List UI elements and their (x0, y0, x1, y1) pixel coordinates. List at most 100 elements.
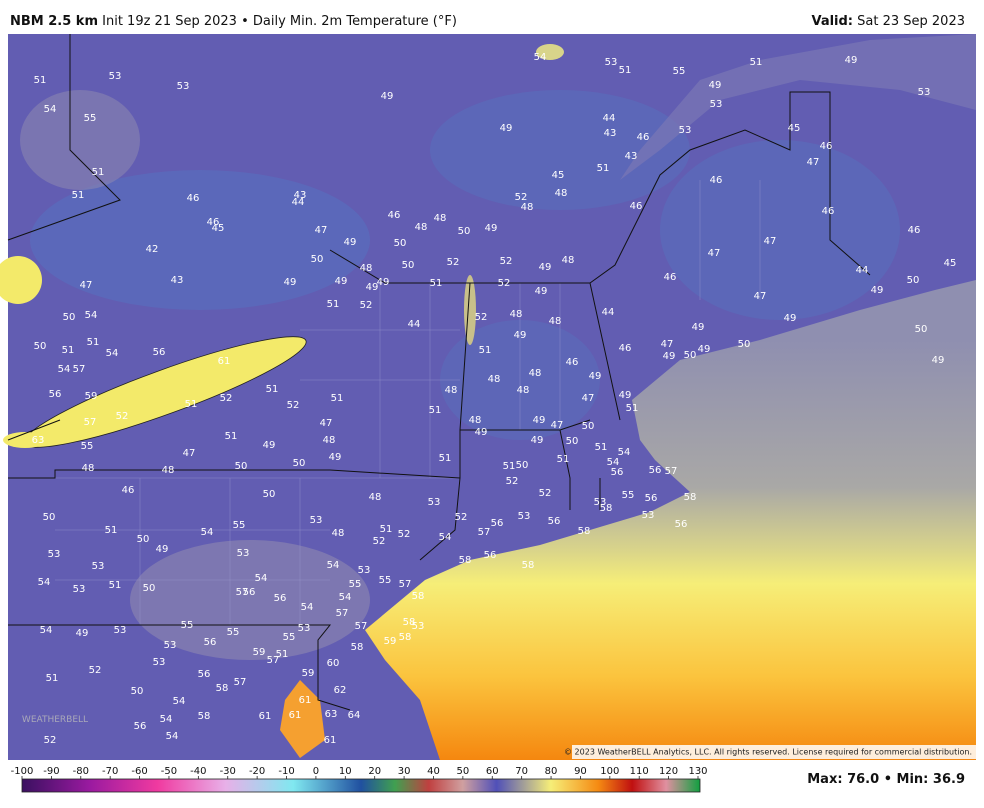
station-value: 51 (92, 167, 105, 178)
station-value: 54 (255, 573, 268, 584)
station-value: 51 (626, 403, 639, 414)
station-value: 53 (918, 87, 931, 98)
station-value: 46 (908, 225, 921, 236)
separator: • (241, 14, 249, 29)
station-value: 44 (856, 265, 869, 276)
station-value: 52 (455, 512, 468, 523)
station-value: 53 (518, 511, 531, 522)
colorbar-tick-label: 70 (515, 766, 528, 777)
station-value: 43 (171, 275, 184, 286)
station-value: 50 (402, 260, 415, 271)
station-value: 58 (684, 492, 697, 503)
valid-date: Sat 23 Sep 2023 (857, 14, 965, 29)
station-value: 56 (243, 587, 256, 598)
colorbar-gradient (21, 778, 701, 793)
station-value: 55 (181, 620, 194, 631)
station-value: 53 (594, 497, 607, 508)
station-value: 45 (944, 258, 957, 269)
station-value: 53 (73, 584, 86, 595)
cool-area (660, 140, 900, 320)
station-value: 48 (360, 263, 373, 274)
colorbar-tick-label: -70 (102, 766, 118, 777)
station-value: 54 (166, 731, 179, 742)
station-value: 48 (469, 415, 482, 426)
station-value: 50 (263, 489, 276, 500)
station-value: 51 (225, 431, 238, 442)
station-value: 50 (34, 341, 47, 352)
stats: Max: 76.0 • Min: 36.9 (807, 772, 965, 787)
colorbar-tick-label: 10 (339, 766, 352, 777)
product: Daily Min. 2m Temperature (°F) (253, 14, 457, 29)
station-value: 55 (349, 579, 362, 590)
station-value: 50 (43, 512, 56, 523)
station-value: 51 (34, 75, 47, 86)
max-value: 76.0 (847, 772, 879, 787)
station-value: 52 (506, 476, 519, 487)
station-value: 56 (153, 347, 166, 358)
station-value: 55 (283, 632, 296, 643)
station-value: 49 (539, 262, 552, 273)
station-value: 47 (320, 418, 333, 429)
station-value: 48 (555, 188, 568, 199)
station-value: 50 (582, 421, 595, 432)
station-value: 58 (578, 526, 591, 537)
station-value: 49 (381, 91, 394, 102)
station-value: 52 (89, 665, 102, 676)
station-value: 59 (384, 636, 397, 647)
station-value: 49 (692, 322, 705, 333)
station-value: 53 (164, 640, 177, 651)
station-value: 54 (106, 348, 119, 359)
station-value: 58 (600, 503, 613, 514)
station-value: 48 (549, 316, 562, 327)
colorbar-tick-label: 40 (427, 766, 440, 777)
station-value: 53 (642, 510, 655, 521)
station-value: 47 (80, 280, 93, 291)
station-value: 56 (134, 721, 147, 732)
station-value: 45 (212, 223, 225, 234)
station-value: 49 (344, 237, 357, 248)
station-value: 53 (679, 125, 692, 136)
station-value: 48 (162, 465, 175, 476)
station-value: 49 (535, 286, 548, 297)
station-value: 53 (710, 99, 723, 110)
station-value: 48 (332, 528, 345, 539)
colorbar-tick-label: 0 (313, 766, 319, 777)
station-value: 54 (160, 714, 173, 725)
station-value: 57 (84, 417, 97, 428)
station-value: 50 (458, 226, 471, 237)
station-value: 50 (131, 686, 144, 697)
station-value: 55 (673, 66, 686, 77)
station-value: 48 (488, 374, 501, 385)
station-value: 56 (611, 467, 624, 478)
station-value: 57 (336, 608, 349, 619)
station-value: 54 (339, 592, 352, 603)
station-value: 47 (754, 291, 767, 302)
station-value: 51 (619, 65, 632, 76)
station-value: 51 (595, 442, 608, 453)
station-value: 47 (551, 420, 564, 431)
station-value: 48 (323, 435, 336, 446)
copyright-box (572, 745, 976, 759)
station-value: 46 (630, 201, 643, 212)
station-value: 52 (360, 300, 373, 311)
max-label: Max: (807, 772, 842, 787)
station-value: 61 (218, 356, 231, 367)
station-value: 49 (335, 276, 348, 287)
station-value: 49 (514, 330, 527, 341)
station-value: 53 (109, 71, 122, 82)
station-value: 43 (294, 190, 307, 201)
station-value: 51 (503, 461, 516, 472)
station-value: 46 (822, 206, 835, 217)
station-value: 50 (235, 461, 248, 472)
colorbar-tick-label: 30 (398, 766, 411, 777)
colorbar-tick-label: 110 (630, 766, 649, 777)
station-value: 50 (566, 436, 579, 447)
station-value: 53 (412, 621, 425, 632)
station-value: 55 (81, 441, 94, 452)
station-value: 53 (153, 657, 166, 668)
station-value: 48 (82, 463, 95, 474)
station-value: 46 (619, 343, 632, 354)
station-value: 45 (552, 170, 565, 181)
colorbar-tick-label: 90 (574, 766, 587, 777)
station-value: 55 (227, 627, 240, 638)
